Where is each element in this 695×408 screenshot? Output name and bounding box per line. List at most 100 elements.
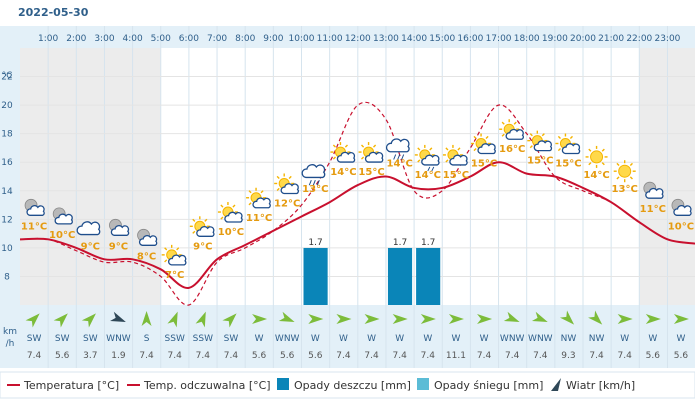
sun-icon [585, 145, 608, 168]
y-tick-label: 14 [1, 187, 13, 197]
left-axis-panel [0, 26, 20, 368]
sun-ray [429, 147, 433, 151]
wind-speed-label: 11.1 [446, 351, 466, 361]
wind-unit-km: km [3, 327, 17, 337]
wind-arrow-shape [448, 314, 464, 324]
hour-cell-bg [498, 48, 527, 305]
y-tick-labels: °C 8 10 12 14 16 18 20 22 [1, 71, 13, 282]
cloud-shape [76, 221, 101, 236]
wind-direction-label: W [423, 334, 432, 344]
wind-direction-label: WNW [106, 334, 131, 344]
temp-value-label: 10°C [668, 221, 694, 232]
sun-ray [373, 144, 377, 148]
partly-sunny-icon [471, 133, 496, 155]
sun-ray [248, 202, 252, 206]
wind-speed-label: 1.9 [111, 351, 126, 361]
wind-speed-label: 5.6 [252, 351, 267, 361]
y-tick-label: 20 [1, 101, 13, 111]
cloud-shape [301, 164, 326, 179]
wind-arrow-icon [25, 313, 40, 328]
hour-label: 12:00 [345, 34, 371, 44]
sun-ray [473, 147, 477, 152]
wind-direction-label: SW [83, 334, 98, 344]
wind-arrow-shape [53, 313, 68, 328]
rain-value-label: 1.7 [393, 238, 407, 248]
sun-ray [529, 133, 533, 137]
wind-arrow-icon [278, 311, 295, 322]
temp-value-label: 11°C [246, 213, 272, 224]
wind-speed-label: 5.6 [280, 351, 295, 361]
sun-ray [276, 187, 280, 192]
temp-value-label: 8°C [137, 251, 156, 262]
hour-label: 23:00 [654, 34, 680, 44]
rain-bar [303, 247, 328, 305]
rain-bar [416, 247, 441, 305]
wind-speed-label: 7.4 [196, 351, 211, 361]
wind-direction-label: W [480, 334, 489, 344]
hour-label: 16:00 [457, 34, 483, 44]
hour-cell-bg [76, 48, 105, 305]
sun-ray [192, 218, 196, 222]
temp-value-label: 15°C [471, 159, 497, 170]
wind-arrow-shape [645, 314, 661, 324]
wind-arrow-shape [617, 314, 633, 324]
partly-sunny-icon [499, 119, 524, 140]
partly-sunny-icon [527, 130, 553, 152]
partly-sunny-icon [358, 142, 384, 163]
wind-arrow-shape [195, 311, 206, 328]
wind-speed-label: 7.4 [224, 351, 239, 361]
cloud-shape [533, 140, 553, 152]
cloud-shape [673, 205, 692, 216]
wind-direction-label: WNW [500, 334, 525, 344]
hour-label: 1:00 [38, 34, 58, 44]
gridlines [20, 26, 695, 368]
wind-speed-label: 7.4 [393, 351, 408, 361]
temp-value-label: 9°C [193, 241, 212, 252]
wind-speed-label: 3.7 [83, 351, 97, 361]
sun-ray [629, 162, 633, 167]
cloud-shape [449, 154, 468, 166]
wind-speed-label: 9.3 [561, 351, 575, 361]
legend-wind-arrow-icon [551, 378, 561, 391]
day-night-background [20, 48, 695, 305]
hour-label: 20:00 [570, 34, 596, 44]
sun-ray [332, 156, 336, 160]
cloud-shape [364, 151, 384, 163]
cloud-shape [224, 211, 243, 223]
cloud-shape [110, 225, 130, 236]
temp-value-label: 14°C [330, 167, 356, 178]
wind-arrow-icon [531, 311, 548, 322]
wind-arrow-shape [588, 310, 603, 325]
rain-bar [387, 247, 413, 305]
cloud-icon [76, 221, 101, 236]
wind-arrow-icon [308, 314, 324, 324]
rain-drop [312, 180, 316, 186]
wind-direction-label: W [676, 334, 685, 344]
wind-arrow-shape [364, 314, 380, 324]
wind-arrow-icon [673, 314, 689, 324]
wind-speed-label: 7.4 [336, 351, 351, 361]
rain-drop [427, 166, 431, 172]
hour-label: 9:00 [263, 34, 283, 44]
temp-value-label: 11°C [640, 204, 666, 215]
hour-label: 19:00 [542, 34, 568, 44]
wind-direction-label: W [648, 334, 657, 344]
cloud-shape [252, 197, 271, 209]
legend-rain-label: Opady deszczu [mm] [294, 379, 411, 392]
sun-ray [616, 162, 620, 167]
wind-arrow-shape [141, 311, 152, 326]
sun-disc [618, 164, 632, 178]
sun-icon [613, 160, 636, 183]
partly-sunny-icon [246, 187, 271, 209]
cloud-shape [385, 138, 410, 153]
temp-value-label: 16°C [499, 144, 525, 155]
hour-label: 18:00 [514, 34, 540, 44]
wind-arrow-shape [336, 314, 352, 324]
sun-ray [541, 133, 545, 137]
wind-direction-label: W [339, 334, 348, 344]
hour-cell-bg [160, 48, 189, 305]
y-tick-label: 10 [1, 244, 13, 254]
wind-direction-label: W [311, 334, 320, 344]
cloud-shape [196, 226, 215, 237]
wind-arrow-shape [81, 313, 96, 328]
